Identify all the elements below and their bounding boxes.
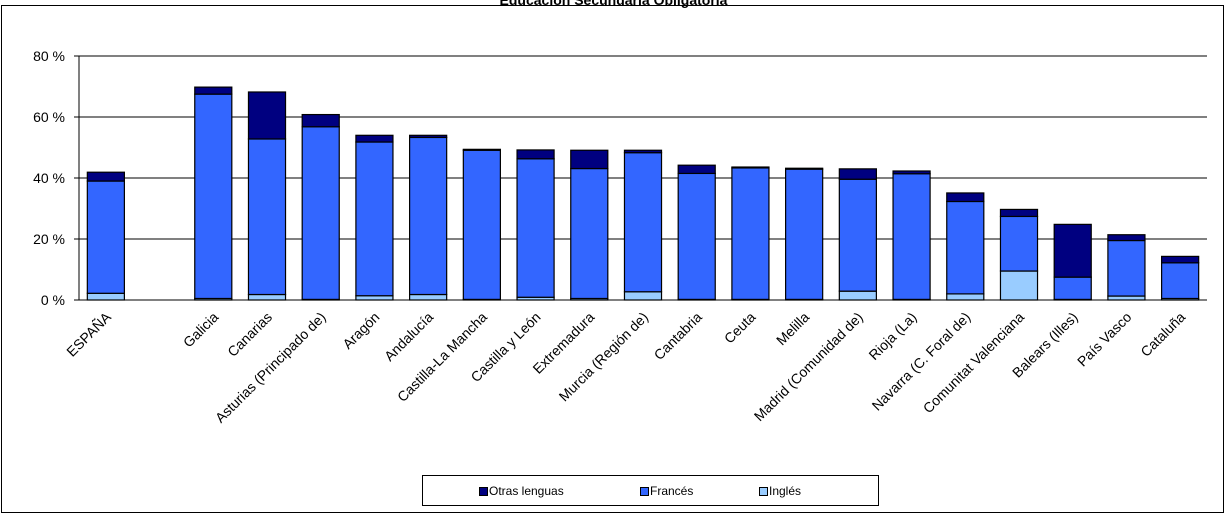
bar-segment (838, 168, 877, 180)
x-tick-label: Asturias (Principado de) (212, 309, 329, 426)
bar-segment (247, 138, 287, 296)
chart-legend: Otras lenguas Francés Inglés (422, 475, 879, 506)
bar-segment (1053, 276, 1092, 300)
bar-segment (999, 270, 1039, 301)
bar-segment (677, 164, 716, 175)
bar-segment (301, 113, 340, 128)
bar-segment (516, 158, 555, 298)
legend-swatch-frances (640, 486, 649, 496)
bar-segment (999, 215, 1039, 272)
bar-segment (86, 171, 125, 182)
bar-segment (623, 152, 663, 293)
x-tick-label: Cantabria (651, 309, 705, 363)
y-tick-label: 0 % (41, 292, 65, 308)
bar-segment (946, 293, 985, 301)
bar-segment (623, 149, 663, 154)
legend-item-ingles: Inglés (759, 484, 801, 498)
bar-segment (247, 293, 287, 301)
bar-segment (247, 91, 287, 140)
bar-segment (462, 149, 501, 300)
bar-segment (838, 178, 877, 292)
bar-segment (623, 291, 663, 301)
x-tick-label: Navarra (C. Foral de) (869, 309, 974, 414)
x-tick-label: Castilla-La Mancha (394, 309, 490, 405)
bar-segment (1161, 262, 1200, 300)
bar-segment (355, 134, 394, 143)
bar-segment (892, 173, 931, 300)
bar-segment (409, 134, 448, 139)
bar-segment (194, 86, 233, 95)
x-tick-label: Aragón (339, 309, 382, 352)
x-tick-label: Galicia (180, 309, 222, 351)
bar-segment (677, 172, 716, 300)
bar-segment (1053, 223, 1092, 278)
bar-segment (86, 180, 125, 294)
bar-segment (355, 295, 394, 301)
bar-segment (570, 167, 609, 300)
bar-segment (409, 293, 448, 301)
x-tick-label: Ceuta (721, 309, 759, 347)
x-tick-label: ESPAÑA (63, 308, 114, 359)
x-tick-label: Madrid (Comunidad de) (751, 309, 866, 424)
bar-segment (892, 170, 931, 175)
legend-label-otras: Otras lenguas (489, 484, 564, 498)
bar-segment (946, 200, 985, 295)
legend-item-otras: Otras lenguas (479, 484, 564, 498)
bar-segment (1107, 234, 1146, 242)
x-tick-label: Murcia (Región de) (556, 309, 652, 405)
bar-segment (355, 141, 394, 297)
x-tick-label: Comunitat Valenciana (920, 309, 1028, 417)
chart-frame (1, 5, 1224, 513)
x-tick-label: Andalucía (381, 309, 436, 364)
y-tick-label: 20 % (33, 231, 65, 247)
y-tick-label: 40 % (33, 170, 65, 186)
bar-segment (731, 166, 770, 169)
legend-label-frances: Francés (650, 484, 694, 498)
bar-segment (785, 168, 824, 300)
bar-segment (409, 136, 448, 296)
bar-segment (785, 167, 824, 170)
x-tick-label: Melilla (773, 309, 813, 349)
y-tick-label: 60 % (33, 109, 65, 125)
chart-title: Educación Secundaria Obligatoria (499, 0, 728, 8)
y-tick-label: 80 % (33, 48, 65, 64)
bar-segment (194, 93, 233, 300)
bar-segment (570, 149, 609, 170)
legend-item-frances: Francés (640, 484, 693, 498)
bar-segment (86, 292, 125, 301)
x-tick-label: Rioja (La) (865, 309, 919, 363)
bar-segment (1107, 239, 1146, 297)
bar-segment (301, 126, 340, 300)
x-tick-label: Canarias (224, 309, 275, 360)
x-tick-label: Cataluña (1137, 309, 1188, 360)
bar-segment (516, 149, 555, 160)
x-tick-label: País Vasco (1074, 309, 1135, 370)
bar-segment (946, 192, 985, 203)
legend-swatch-ingles (759, 486, 768, 496)
bar-segment (1161, 255, 1200, 264)
bar-segment (838, 290, 877, 301)
bar-segment (462, 148, 501, 151)
legend-swatch-otras (479, 486, 488, 496)
legend-label-ingles: Inglés (769, 484, 802, 498)
bar-segment (731, 167, 770, 300)
bar-segment (999, 208, 1039, 218)
